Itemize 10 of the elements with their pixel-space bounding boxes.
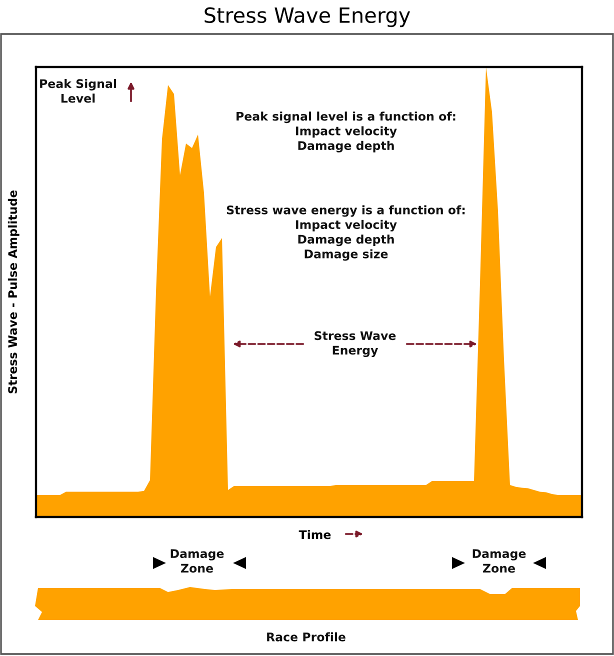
text: Damage Zone (472, 549, 526, 573)
y-axis-title: Stress Wave - Pulse Amplitude (8, 190, 20, 394)
annotation: Peak signal level is a function of: Impact velocity Damage depth (236, 112, 456, 152)
annotation: Peak Signal Level (40, 78, 116, 103)
annotation: Stress wave energy is a function of: Impact velocity Damage depth Damage size (226, 205, 465, 261)
annotation: Stress Wave Energy (314, 331, 396, 358)
x-axis-title: Time (298, 530, 331, 540)
text: Race Profile (267, 632, 346, 642)
text: Damage Zone (170, 549, 224, 573)
chart-title: Stress Wave Energy (204, 7, 410, 28)
